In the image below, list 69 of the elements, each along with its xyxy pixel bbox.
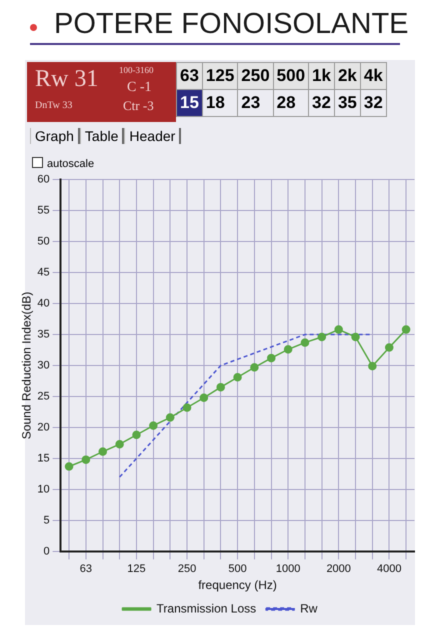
point	[351, 332, 360, 342]
x-tick-label: 2000	[326, 563, 351, 576]
y-tick-label: 10	[37, 483, 50, 496]
text: autoscale	[47, 158, 94, 170]
text: 63	[176, 62, 202, 90]
point	[149, 421, 158, 430]
y-tick-label: 40	[37, 298, 50, 310]
y-tick-label: 15	[37, 452, 50, 464]
point	[233, 373, 242, 382]
text: 32	[360, 90, 386, 116]
point	[402, 325, 410, 334]
x-axis-title: frequency (Hz)	[198, 578, 277, 592]
y-tick-label: 30	[37, 360, 50, 372]
point	[368, 362, 377, 370]
x-tick-label: 63	[80, 563, 92, 576]
text: Ctr -3	[123, 98, 154, 114]
y-tick-label: 35	[37, 328, 50, 341]
point	[82, 455, 90, 464]
legend-label: Transmission Loss	[156, 601, 256, 616]
point	[384, 343, 394, 352]
y-tick-label: 60	[37, 174, 50, 186]
point	[166, 413, 174, 422]
text: 100-3160	[119, 65, 154, 75]
x-tick-label: 1000	[276, 563, 300, 576]
x-tick-label: 250	[178, 563, 196, 576]
y-tick-label: 55	[37, 204, 50, 217]
text: 500	[273, 62, 309, 90]
y-tick-label: 20	[37, 422, 50, 434]
y-tick-label: 25	[37, 390, 50, 403]
point	[318, 332, 326, 342]
text: Table	[80, 128, 124, 144]
point	[300, 338, 310, 347]
text: 1k	[308, 62, 334, 90]
text: 2k	[334, 62, 360, 90]
point	[267, 354, 276, 362]
point	[115, 440, 124, 448]
chart-title: POTERE FONOISOLANTE	[54, 8, 408, 40]
text: 250	[238, 62, 274, 90]
point	[98, 447, 108, 456]
text: Header	[124, 128, 182, 144]
text: DnTw 33	[35, 100, 72, 111]
x-tick-label: 500	[228, 563, 247, 576]
point	[334, 325, 343, 334]
text: 4k	[360, 62, 386, 90]
x-tick-label: 4000	[376, 563, 402, 576]
y-tick-label: 0	[44, 545, 50, 558]
text: Graph	[30, 128, 80, 144]
text: 28	[273, 90, 309, 116]
point	[64, 462, 74, 471]
text: Rw 31	[35, 66, 98, 93]
text: 125	[202, 62, 238, 90]
point	[182, 403, 192, 412]
point	[200, 393, 208, 402]
text: 23	[238, 90, 274, 116]
y-tick-label: 45	[37, 266, 50, 279]
x-tick-label: 125	[127, 563, 146, 576]
text: C -1	[127, 80, 152, 96]
point	[216, 382, 225, 392]
text: 32	[308, 90, 334, 116]
y-tick-label: 5	[44, 514, 50, 526]
point	[284, 345, 292, 354]
legend-label: Rw	[300, 601, 318, 616]
y-tick-label: 50	[37, 236, 50, 248]
y-axis-title: Sound Reduction Index(dB)	[20, 292, 34, 440]
text: 35	[334, 90, 360, 116]
text: 15	[176, 90, 202, 116]
text: 18	[202, 90, 238, 116]
point	[132, 430, 141, 440]
point	[250, 363, 259, 372]
